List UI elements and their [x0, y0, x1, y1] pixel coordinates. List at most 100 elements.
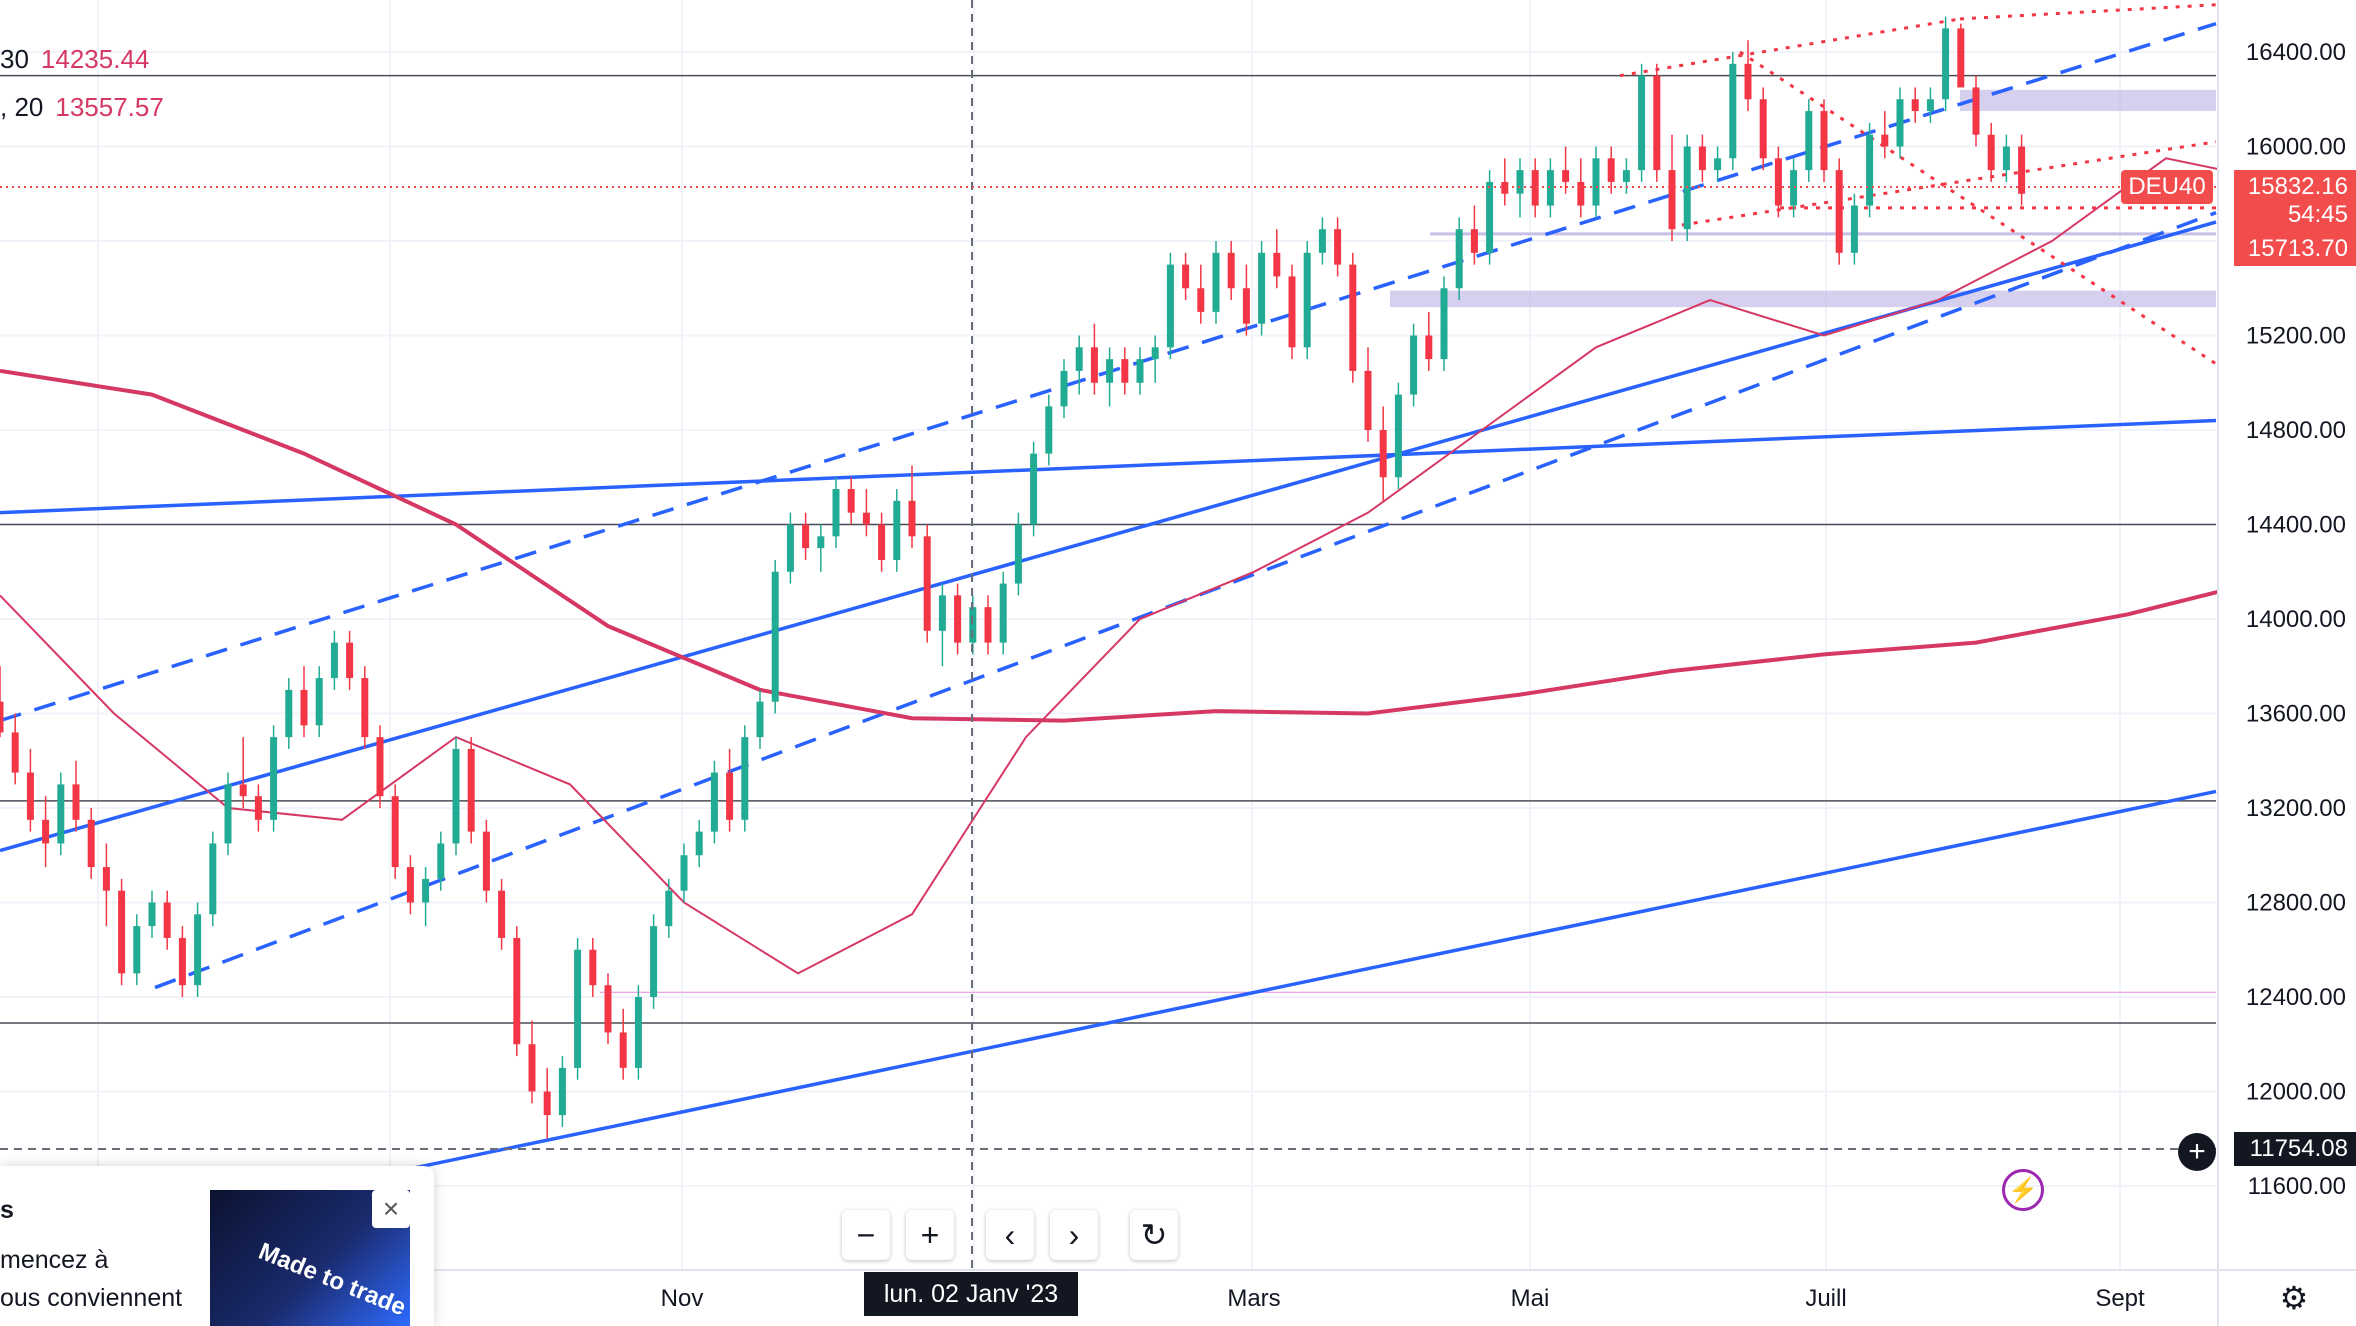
candle-body: [1896, 99, 1904, 147]
candle-body: [300, 689, 308, 726]
candle-body: [528, 1044, 536, 1092]
candle-body: [1562, 170, 1570, 182]
candle-body: [1349, 264, 1357, 371]
candle-body: [315, 678, 323, 726]
candle-body: [1729, 63, 1737, 159]
candle-body: [1850, 205, 1858, 253]
candle-body: [11, 732, 19, 773]
promo-thumbnail-text: Made to trade: [254, 1237, 410, 1322]
candle-body: [482, 831, 490, 891]
candle-body: [741, 737, 749, 820]
candle-body: [1881, 134, 1889, 147]
candle-body: [1759, 99, 1767, 159]
candle-body: [1744, 63, 1752, 100]
candle-body: [1592, 158, 1600, 206]
candle-body: [817, 536, 825, 549]
candle-body: [938, 595, 946, 631]
close-icon[interactable]: ×: [372, 1190, 410, 1228]
candle-body: [543, 1091, 551, 1116]
candle-body: [406, 867, 414, 903]
legend-row-1: 30 14235.44: [0, 44, 149, 75]
candle-body: [1030, 453, 1038, 525]
candle-body: [984, 607, 992, 643]
candle-body: [1288, 276, 1296, 348]
candle-body: [786, 524, 794, 572]
candle-body: [802, 524, 810, 549]
trendline-lower: [259, 789, 2217, 1202]
candle-body: [923, 536, 931, 631]
candle-body: [1516, 170, 1524, 194]
price-tick-label: 12000.00: [2246, 1079, 2346, 1106]
zoom-out-button[interactable]: −: [842, 1210, 890, 1260]
candle-body: [1790, 170, 1798, 206]
candle-body: [254, 796, 262, 820]
candle-body: [1060, 370, 1068, 407]
candle-body: [665, 890, 673, 927]
candle-body: [1622, 170, 1630, 182]
candle-body: [1531, 170, 1539, 206]
candle-body: [452, 748, 460, 844]
candle-body: [695, 831, 703, 856]
candle-body: [1546, 170, 1554, 206]
price-tick-label: 16000.00: [2246, 134, 2346, 161]
legend-value-2: 13557.57: [55, 92, 164, 122]
candle-body: [1166, 264, 1174, 348]
legend-label-1: 30: [0, 44, 29, 74]
candle-body: [574, 949, 582, 1068]
candle-body: [1486, 181, 1494, 253]
candle-body: [1227, 252, 1235, 289]
lightning-icon[interactable]: ⚡: [2002, 1169, 2044, 1211]
time-tick-label: Sept: [2095, 1285, 2145, 1312]
candle-body: [42, 819, 50, 844]
candle-body: [1106, 359, 1114, 383]
scroll-right-button[interactable]: ›: [1050, 1210, 1098, 1260]
legend-value-1: 14235.44: [40, 44, 150, 74]
price-tick-label: 12800.00: [2246, 890, 2346, 917]
candle-body: [1075, 347, 1083, 371]
candle-body: [893, 500, 901, 560]
candle-body: [72, 784, 80, 820]
price-tick-label: 11600.00: [2248, 1173, 2346, 1200]
candle-body: [2018, 146, 2026, 194]
candle-body: [224, 784, 232, 844]
candle-body: [194, 914, 202, 986]
candle-body: [1014, 524, 1022, 584]
candle-body: [57, 784, 65, 844]
zoom-in-button[interactable]: +: [906, 1210, 954, 1260]
candle-body: [102, 867, 110, 891]
scroll-left-button[interactable]: ‹: [986, 1210, 1034, 1260]
popup-text-line-1: mencez à: [0, 1246, 109, 1274]
candlesticks: [0, 16, 2026, 1139]
candle-body: [1698, 146, 1706, 171]
symbol-tag: DEU40: [2121, 170, 2213, 204]
candle-body: [270, 737, 278, 820]
support-zones: [1390, 89, 2216, 308]
candle-body: [1835, 170, 1843, 253]
candle-body: [1972, 87, 1980, 135]
candle-body: [969, 607, 977, 643]
popup-title: s: [0, 1196, 14, 1224]
popup-text-line-2: ous conviennent: [0, 1284, 183, 1312]
candle-body: [1364, 370, 1372, 430]
settings-gear-icon[interactable]: ⚙: [2279, 1280, 2309, 1316]
reset-chart-button[interactable]: ↻: [1130, 1210, 1178, 1260]
candle-body: [133, 926, 141, 974]
price-tick-label: 14800.00: [2246, 417, 2346, 444]
add-alert-plus-icon[interactable]: +: [2178, 1133, 2216, 1171]
candle-body: [26, 772, 34, 820]
candle-body: [239, 784, 247, 797]
candle-body: [1911, 99, 1919, 112]
candle-body: [832, 489, 840, 537]
promo-popup[interactable]: s mencez à ous conviennent Made to trade…: [0, 1166, 434, 1326]
time-tick-label: Mai: [1511, 1285, 1550, 1312]
candle-body: [1805, 111, 1813, 171]
candle-body: [163, 902, 171, 938]
trend-lines: [0, 3, 2217, 1202]
candle-body: [1379, 430, 1387, 478]
moving-average-long: [0, 368, 2356, 723]
candle-body: [1440, 288, 1448, 360]
candle-body: [1668, 170, 1676, 230]
candle-body: [710, 772, 718, 832]
candle-body: [1197, 288, 1205, 312]
